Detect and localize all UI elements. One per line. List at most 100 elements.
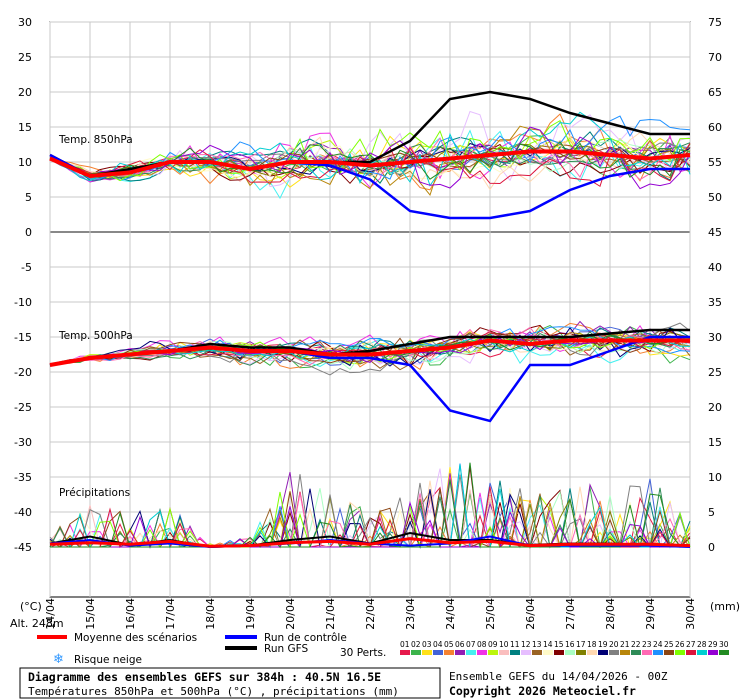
panel-label-t850: Temp. 850hPa	[58, 134, 133, 146]
pert-swatch	[631, 650, 641, 655]
right-tick-label: 70	[708, 51, 722, 64]
pert-swatch	[697, 650, 707, 655]
right-tick-label: 15	[708, 436, 722, 449]
pert-number: 21	[620, 640, 630, 649]
pert-number: 06	[455, 640, 465, 649]
x-date-label: 20/04	[284, 598, 297, 630]
pert-number: 11	[510, 640, 520, 649]
pert-number: 15	[554, 640, 564, 649]
right-tick-label: 60	[708, 121, 722, 134]
pert-swatch	[444, 650, 454, 655]
pert-swatch	[433, 650, 443, 655]
pert-swatch	[543, 650, 553, 655]
right-tick-label: 25	[708, 366, 722, 379]
mean-line-precip	[49, 537, 691, 548]
left-tick-label: 30	[18, 16, 32, 29]
left-tick-label: -5	[21, 261, 32, 274]
pert-swatch	[576, 650, 586, 655]
pert-number: 22	[631, 640, 641, 649]
pert-swatch	[477, 650, 487, 655]
pert-swatch	[510, 650, 520, 655]
pert-swatch	[499, 650, 509, 655]
legend-mean-label: Moyenne des scénarios	[74, 632, 197, 644]
right-tick-label: 75	[708, 16, 722, 29]
legend-snow-label: Risque neige	[74, 654, 142, 666]
grid	[49, 21, 691, 597]
pert-swatch	[587, 650, 597, 655]
pert-number: 17	[576, 640, 586, 649]
pert-number: 14	[543, 640, 553, 649]
pert-swatch	[642, 650, 652, 655]
copyright: Copyright 2026 Meteociel.fr	[449, 684, 636, 698]
run-info: Ensemble GEFS du 14/04/2026 - 00Z	[449, 670, 668, 683]
x-date-label: 14/04	[44, 598, 57, 630]
pert-swatch	[620, 650, 630, 655]
right-tick-label: 50	[708, 191, 722, 204]
left-unit: (°C)	[20, 600, 42, 613]
pert-number: 03	[422, 640, 432, 649]
x-date-label: 18/04	[204, 598, 217, 630]
altitude-label: Alt. 248m	[10, 617, 64, 630]
left-axis-ticks: 30 25 20 15 10 5 0 -5 -10 -15 -20 -25 -30 -35 -40 -45	[14, 16, 32, 554]
pert-swatch	[554, 650, 564, 655]
pert-number: 10	[499, 640, 509, 649]
pert-swatch	[532, 650, 542, 655]
left-tick-label: -15	[14, 331, 32, 344]
pert-number: 02	[411, 640, 421, 649]
legend-gfs-label: Run GFS	[264, 643, 308, 655]
left-tick-label: 25	[18, 51, 32, 64]
chart-subtitle: Températures 850hPa et 500hPa (°C) , pré…	[28, 685, 399, 698]
pert-swatch	[411, 650, 421, 655]
left-tick-label: -45	[14, 541, 32, 554]
pert-number: 28	[697, 640, 707, 649]
right-tick-label: 55	[708, 156, 722, 169]
left-tick-label: 10	[18, 156, 32, 169]
left-tick-label: 5	[25, 191, 32, 204]
pert-swatch	[719, 650, 729, 655]
title-box	[19, 667, 441, 699]
pert-number: 27	[686, 640, 696, 649]
left-tick-label: -30	[14, 436, 32, 449]
pert-number: 24	[653, 640, 663, 649]
pert-swatch	[598, 650, 608, 655]
pert-swatch	[422, 650, 432, 655]
left-tick-label: -40	[14, 506, 32, 519]
left-tick-label: 15	[18, 121, 32, 134]
pert-number: 16	[565, 640, 575, 649]
pert-swatch	[565, 650, 575, 655]
perturbation-legend: 01 02 03 04 05 06 07 08 09 10 11 12 13 14 15 16 17 18 19 20…	[400, 640, 729, 655]
right-tick-label: 45	[708, 226, 722, 239]
left-tick-label: -20	[14, 366, 32, 379]
x-date-label: 23/04	[404, 598, 417, 630]
pert-line-t850	[49, 110, 691, 188]
main-lines	[49, 90, 691, 549]
x-date-label: 30/04	[684, 598, 697, 630]
right-tick-label: 5	[708, 506, 715, 519]
left-tick-label: -35	[14, 471, 32, 484]
pert-number: 18	[587, 640, 597, 649]
right-tick-label: 40	[708, 261, 722, 274]
legend-perts-label: 30 Perts.	[340, 647, 386, 659]
pert-number: 04	[433, 640, 443, 649]
x-date-label: 24/04	[444, 598, 457, 630]
x-date-label: 16/04	[124, 598, 137, 630]
pert-swatch	[686, 650, 696, 655]
pert-number: 08	[477, 640, 487, 649]
x-date-label: 29/04	[644, 598, 657, 630]
x-date-label: 19/04	[244, 598, 257, 630]
pert-swatch	[675, 650, 685, 655]
right-tick-label: 35	[708, 296, 722, 309]
pert-number: 13	[532, 640, 542, 649]
x-date-label: 25/04	[484, 598, 497, 630]
pert-number: 30	[719, 640, 729, 649]
pert-swatch	[609, 650, 619, 655]
pert-number: 07	[466, 640, 476, 649]
chart-title: Diagramme des ensembles GEFS sur 384h : …	[28, 670, 381, 684]
pert-number: 12	[521, 640, 531, 649]
right-tick-label: 20	[708, 401, 722, 414]
pert-number: 19	[598, 640, 608, 649]
x-date-label: 27/04	[564, 598, 577, 630]
pert-number: 26	[675, 640, 685, 649]
panel-label-precip: Précipitations	[59, 487, 130, 499]
